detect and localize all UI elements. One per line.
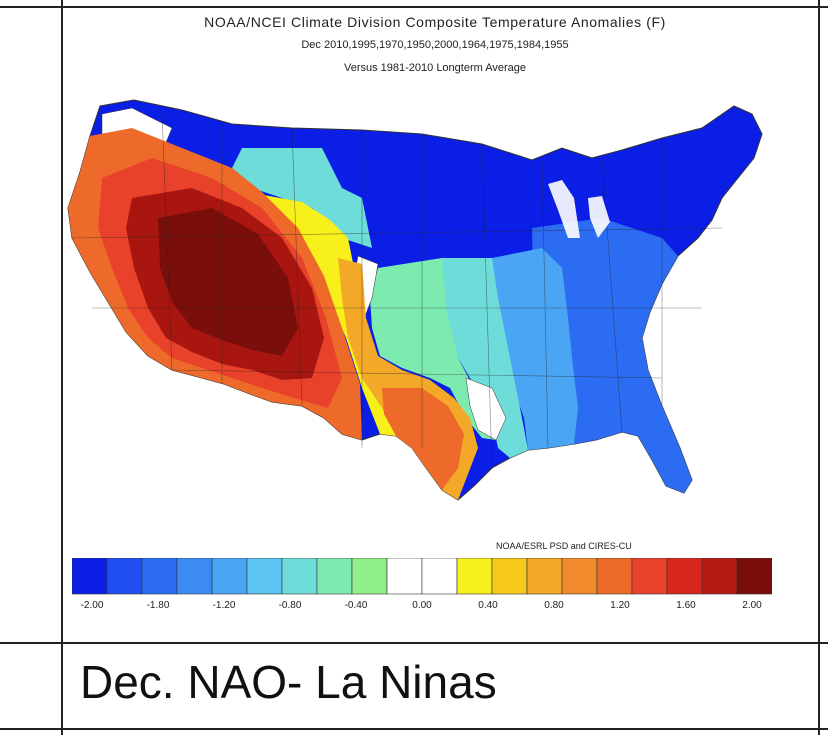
region-plains-green — [370, 258, 496, 440]
frame-right-border — [818, 0, 820, 735]
colorbar-tick-label: -0.80 — [278, 600, 302, 611]
slide-caption: Dec. NAO- La Ninas — [80, 656, 497, 708]
colorbar-swatch — [211, 558, 248, 595]
colorbar-swatch — [666, 558, 703, 595]
colorbar-tick-label: -1.80 — [146, 600, 170, 611]
region-north-cyan — [232, 148, 372, 248]
map-subtitle-baseline: Versus 1981-2010 Longterm Average — [343, 62, 527, 74]
colorbar-swatch — [386, 558, 423, 595]
colorbar-swatch — [631, 558, 668, 595]
colorbar-tick-label: -2.00 — [80, 600, 104, 611]
colorbar-swatch — [246, 558, 283, 595]
division-borders — [71, 111, 723, 469]
colorbar-swatch — [561, 558, 598, 595]
colorbar-tick-label: -1.20 — [212, 600, 236, 611]
us-temperature-anomaly-map — [67, 99, 763, 501]
frame-left-border — [61, 0, 63, 735]
colorbar-tick-label: 2.00 — [742, 600, 762, 611]
colorbar-swatch — [141, 558, 178, 595]
colorbar-tick-label: 0.00 — [412, 600, 432, 611]
region-midsouth-light-blue — [490, 248, 578, 450]
map-title: NOAA/NCEI Climate Division Composite Tem… — [204, 14, 666, 30]
colorbar-swatch — [596, 558, 633, 595]
colorbar-swatch — [736, 558, 772, 595]
map-subtitle-years: Dec 2010,1995,1970,1950,2000,1964,1975,1… — [301, 39, 569, 51]
colorbar-tick-label: 0.80 — [544, 600, 564, 611]
great-lakes — [548, 180, 610, 238]
region-core-maroon — [158, 208, 298, 356]
colorbar-swatch — [491, 558, 528, 595]
colorbar-swatch — [72, 558, 108, 595]
colorbar-swatch — [351, 558, 388, 595]
frame-bottom-border — [0, 728, 828, 730]
region-neutral-white-south — [465, 377, 507, 441]
colorbar-swatch — [526, 558, 563, 595]
colorbar-swatch — [421, 558, 458, 595]
colorbar-tick-label: 0.40 — [478, 600, 498, 611]
colorbar-swatch — [281, 558, 318, 595]
region-texas-dark-orange — [382, 388, 464, 490]
colorbar-swatch — [456, 558, 493, 595]
colorbar-tick-label: -0.40 — [344, 600, 368, 611]
colorbar-tick-label: 1.60 — [676, 600, 696, 611]
data-credit: NOAA/ESRL PSD and CIRES-CU — [496, 541, 632, 551]
frame-top-border — [0, 6, 828, 8]
colorbar-swatch — [701, 558, 738, 595]
colorbar-swatch — [106, 558, 143, 595]
colorbar-swatch — [176, 558, 213, 595]
temperature-colorbar — [72, 558, 772, 595]
colorbar-swatch — [316, 558, 353, 595]
colorbar-tick-label: 1.20 — [610, 600, 630, 611]
frame-caption-divider — [0, 642, 828, 644]
